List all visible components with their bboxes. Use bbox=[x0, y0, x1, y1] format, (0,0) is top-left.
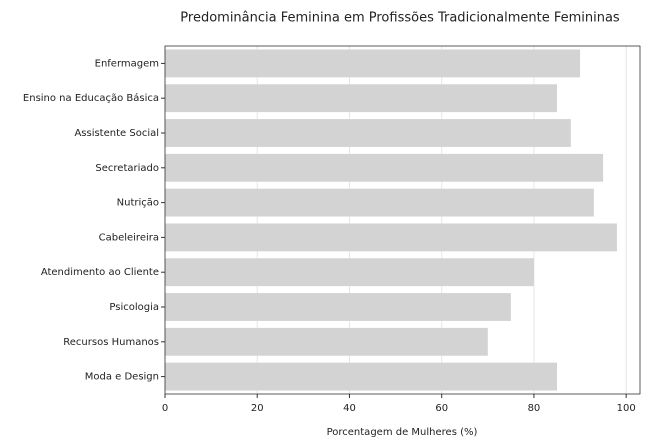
x-tick-label: 40 bbox=[343, 403, 356, 414]
y-tick-label: Cabeleireira bbox=[99, 232, 159, 243]
x-axis-label: Porcentagem de Mulheres (%) bbox=[327, 427, 478, 438]
x-tick-label: 20 bbox=[251, 403, 264, 414]
y-tick-label: Enfermagem bbox=[95, 58, 159, 69]
bar bbox=[165, 153, 604, 182]
y-tick-label: Moda e Design bbox=[85, 372, 159, 383]
y-tick-label: Secretariado bbox=[95, 163, 159, 174]
bar bbox=[165, 258, 534, 287]
bar bbox=[165, 119, 571, 147]
bar bbox=[165, 362, 557, 391]
plot-frame bbox=[164, 45, 641, 395]
y-tick-label: Atendimento ao Cliente bbox=[41, 267, 159, 278]
bar bbox=[165, 49, 581, 78]
y-tick-label: Nutrição bbox=[117, 198, 159, 209]
y-tick-label: Assistente Social bbox=[74, 128, 159, 139]
y-tick-label: Psicologia bbox=[109, 302, 159, 313]
bar bbox=[165, 84, 557, 113]
x-tick-label: 60 bbox=[435, 403, 448, 414]
x-tick-label: 80 bbox=[528, 403, 541, 414]
y-tick-label: Ensino na Educação Básica bbox=[23, 92, 159, 104]
bar bbox=[165, 188, 594, 217]
bar bbox=[165, 293, 511, 321]
chart-title: Predominância Feminina em Profissões Tra… bbox=[180, 11, 620, 26]
x-tick-label: 100 bbox=[617, 403, 636, 414]
bar bbox=[165, 223, 617, 252]
bar bbox=[165, 327, 488, 356]
x-tick-label: 0 bbox=[162, 403, 168, 414]
y-tick-label: Recursos Humanos bbox=[63, 337, 159, 348]
